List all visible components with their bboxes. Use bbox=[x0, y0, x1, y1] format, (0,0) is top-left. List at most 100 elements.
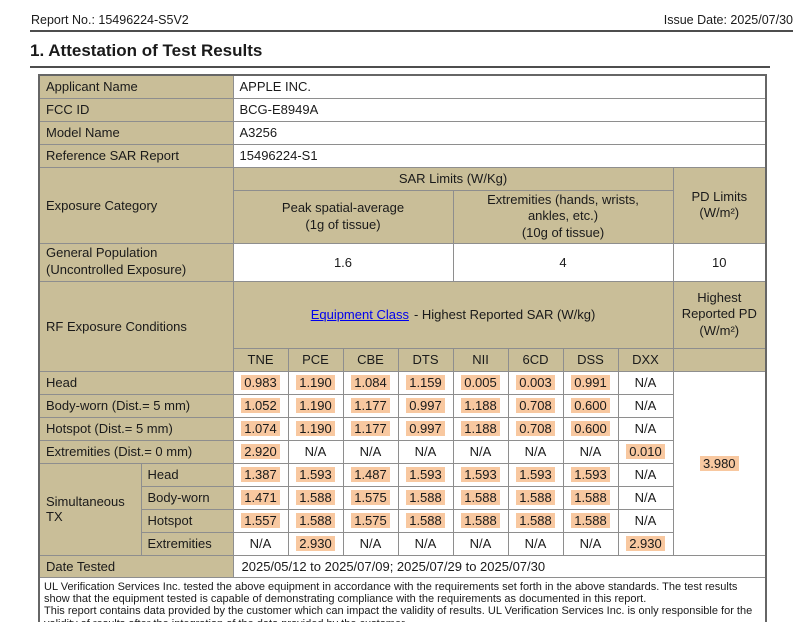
sar-value-cell: 1.190 bbox=[287, 416, 344, 441]
sar-value: 0.997 bbox=[406, 398, 445, 413]
sar-row-head: Head 0.983 1.190 1.084 1.159 0.005 0.003… bbox=[38, 370, 767, 556]
fcc-id-label: FCC ID bbox=[38, 97, 234, 122]
sar-value-cell: N/A bbox=[507, 531, 564, 556]
sar-value-cell: 1.588 bbox=[507, 508, 564, 533]
sar-value: 1.084 bbox=[351, 375, 390, 390]
sar-value-cell: 1.188 bbox=[452, 416, 509, 441]
sar-value: 1.593 bbox=[461, 467, 500, 482]
sar-value: 1.387 bbox=[241, 467, 280, 482]
highest-pd-value-cell: 3.980 bbox=[672, 370, 767, 556]
sar-value: 1.593 bbox=[296, 467, 335, 482]
page-header: Report No.: 15496224-S5V2 Issue Date: 20… bbox=[30, 0, 793, 32]
sar-value: N/A bbox=[469, 536, 492, 551]
sar-value-cell: 2.920 bbox=[232, 439, 289, 464]
sar-value-cell: 1.593 bbox=[397, 462, 454, 487]
highest-pd-line3: (W/m²) bbox=[699, 322, 740, 338]
sar-value-cell: 1.588 bbox=[452, 508, 509, 533]
date-tested-label: Date Tested bbox=[38, 554, 234, 578]
sar-value-cell: 1.159 bbox=[397, 370, 454, 395]
fcc-id-value: BCG-E8949A bbox=[232, 97, 767, 122]
date-tested-row: Date Tested 2025/05/12 to 2025/07/09; 20… bbox=[38, 554, 767, 578]
fcc-id-row: FCC ID BCG-E8949A bbox=[38, 97, 767, 122]
sar-value-cell: 0.005 bbox=[452, 370, 509, 395]
sar-value-cell: N/A bbox=[452, 439, 509, 464]
highest-reported-pd-header: Highest Reported PD (W/m²) bbox=[672, 280, 767, 349]
sar-value: 1.588 bbox=[461, 490, 500, 505]
rf-conditions-header-row: RF Exposure Conditions Equipment Class - … bbox=[38, 280, 767, 372]
sar-value: N/A bbox=[579, 444, 602, 459]
sar-value-cell: N/A bbox=[617, 485, 674, 510]
sar-value: 1.575 bbox=[351, 490, 390, 505]
sar-value-cell: N/A bbox=[617, 370, 674, 395]
sar-value-cell: 0.010 bbox=[617, 439, 674, 464]
sar-row-body-worn: Body-worn (Dist.= 5 mm) 1.052 1.190 1.17… bbox=[38, 393, 766, 418]
sar-value-cell: 1.188 bbox=[452, 393, 509, 418]
sar-limits-header: SAR Limits (W/Kg) bbox=[232, 166, 674, 191]
sar-value-cell: 1.084 bbox=[342, 370, 399, 395]
general-population-row: General Population (Uncontrolled Exposur… bbox=[38, 242, 767, 282]
applicant-name-label: Applicant Name bbox=[38, 74, 234, 99]
sar-value-cell: 2.930 bbox=[617, 531, 674, 556]
highest-pd-value: 3.980 bbox=[700, 455, 739, 471]
sar-value: 1.190 bbox=[296, 375, 335, 390]
equipment-class-link[interactable]: Equipment Class bbox=[310, 307, 409, 322]
class-code-nii: NII bbox=[452, 347, 509, 372]
sar-limits-header-row: Exposure Category SAR Limits (W/Kg) PD L… bbox=[38, 166, 767, 244]
sar-value: N/A bbox=[249, 536, 272, 551]
sar-value: 1.593 bbox=[516, 467, 555, 482]
sar-value: 1.487 bbox=[351, 467, 390, 482]
sar-value-cell: N/A bbox=[397, 531, 454, 556]
sar-value-cell: 0.600 bbox=[562, 416, 619, 441]
sar-value-cell: 0.983 bbox=[232, 370, 289, 395]
report-number: Report No.: 15496224-S5V2 bbox=[31, 13, 189, 27]
pd-limits-header: PD Limits (W/m²) bbox=[672, 166, 767, 244]
sar-value: 1.177 bbox=[351, 421, 390, 436]
sar-value-cell: 1.588 bbox=[507, 485, 564, 510]
highest-pd-line1: Highest bbox=[697, 290, 742, 306]
general-population-line2: (Uncontrolled Exposure) bbox=[46, 262, 187, 277]
sar-value: N/A bbox=[524, 536, 547, 551]
simultaneous-tx-label: Simultaneous TX bbox=[38, 462, 142, 556]
sar-value-cell: 1.588 bbox=[287, 508, 344, 533]
sar-value: 0.600 bbox=[571, 421, 610, 436]
sar-value-cell: 0.997 bbox=[397, 416, 454, 441]
section-heading: 1. Attestation of Test Results bbox=[30, 41, 770, 68]
sar-value-cell: N/A bbox=[342, 439, 399, 464]
exposure-category-label: Exposure Category bbox=[38, 166, 234, 244]
sar-value: N/A bbox=[304, 444, 327, 459]
sar-row-label: Body-worn (Dist.= 5 mm) bbox=[38, 393, 234, 418]
peak-spatial-average-header: Peak spatial-average (1g of tissue) bbox=[232, 189, 454, 244]
sar-value-cell: 0.991 bbox=[562, 370, 619, 395]
class-code-dss: DSS bbox=[562, 347, 619, 372]
applicant-row: Applicant Name APPLE INC. bbox=[38, 74, 767, 99]
simultaneous-tx-sublabel: Hotspot bbox=[140, 508, 234, 533]
general-population-label: General Population (Uncontrolled Exposur… bbox=[38, 242, 234, 282]
highest-pd-line2: Reported PD bbox=[681, 306, 757, 322]
sar-value-cell: N/A bbox=[617, 416, 674, 441]
sar-value: 0.983 bbox=[241, 375, 280, 390]
sar-value: 1.052 bbox=[241, 398, 280, 413]
simultaneous-tx-row-head: Simultaneous TX Head 1.387 1.593 1.487 1… bbox=[38, 462, 766, 556]
sar-value: 0.003 bbox=[516, 375, 555, 390]
pd-limit-value: 10 bbox=[672, 242, 767, 282]
sar-value-cell: N/A bbox=[397, 439, 454, 464]
sar-value: 2.930 bbox=[626, 536, 665, 551]
footer-note-cell: UL Verification Services Inc. tested the… bbox=[38, 576, 767, 622]
class-code-6cd: 6CD bbox=[507, 347, 564, 372]
sar-value-cell: 1.575 bbox=[342, 508, 399, 533]
class-code-pce: PCE bbox=[287, 347, 344, 372]
sar-value-cell: 1.593 bbox=[452, 462, 509, 487]
peak-header-line2: (1g of tissue) bbox=[305, 216, 381, 232]
reference-sar-row: Reference SAR Report 15496224-S1 bbox=[38, 143, 767, 168]
simultaneous-tx-sublabel: Head bbox=[140, 462, 234, 487]
simultaneous-tx-row-extremities: Extremities N/A 2.930 N/A N/A N/A N/A N/… bbox=[39, 531, 766, 556]
sar-row-label: Extremities (Dist.= 0 mm) bbox=[38, 439, 234, 464]
sar-value-cell: 1.074 bbox=[232, 416, 289, 441]
sar-value-cell: N/A bbox=[342, 531, 399, 556]
simultaneous-tx-sublabel: Body-worn bbox=[140, 485, 234, 510]
sar-value: 1.575 bbox=[351, 513, 390, 528]
sar-limits-subheader-row: Peak spatial-average (1g of tissue) Extr… bbox=[39, 189, 766, 244]
sar-value-cell: 1.177 bbox=[342, 393, 399, 418]
sar-value-cell: 1.588 bbox=[562, 508, 619, 533]
sar-value: N/A bbox=[634, 375, 657, 390]
